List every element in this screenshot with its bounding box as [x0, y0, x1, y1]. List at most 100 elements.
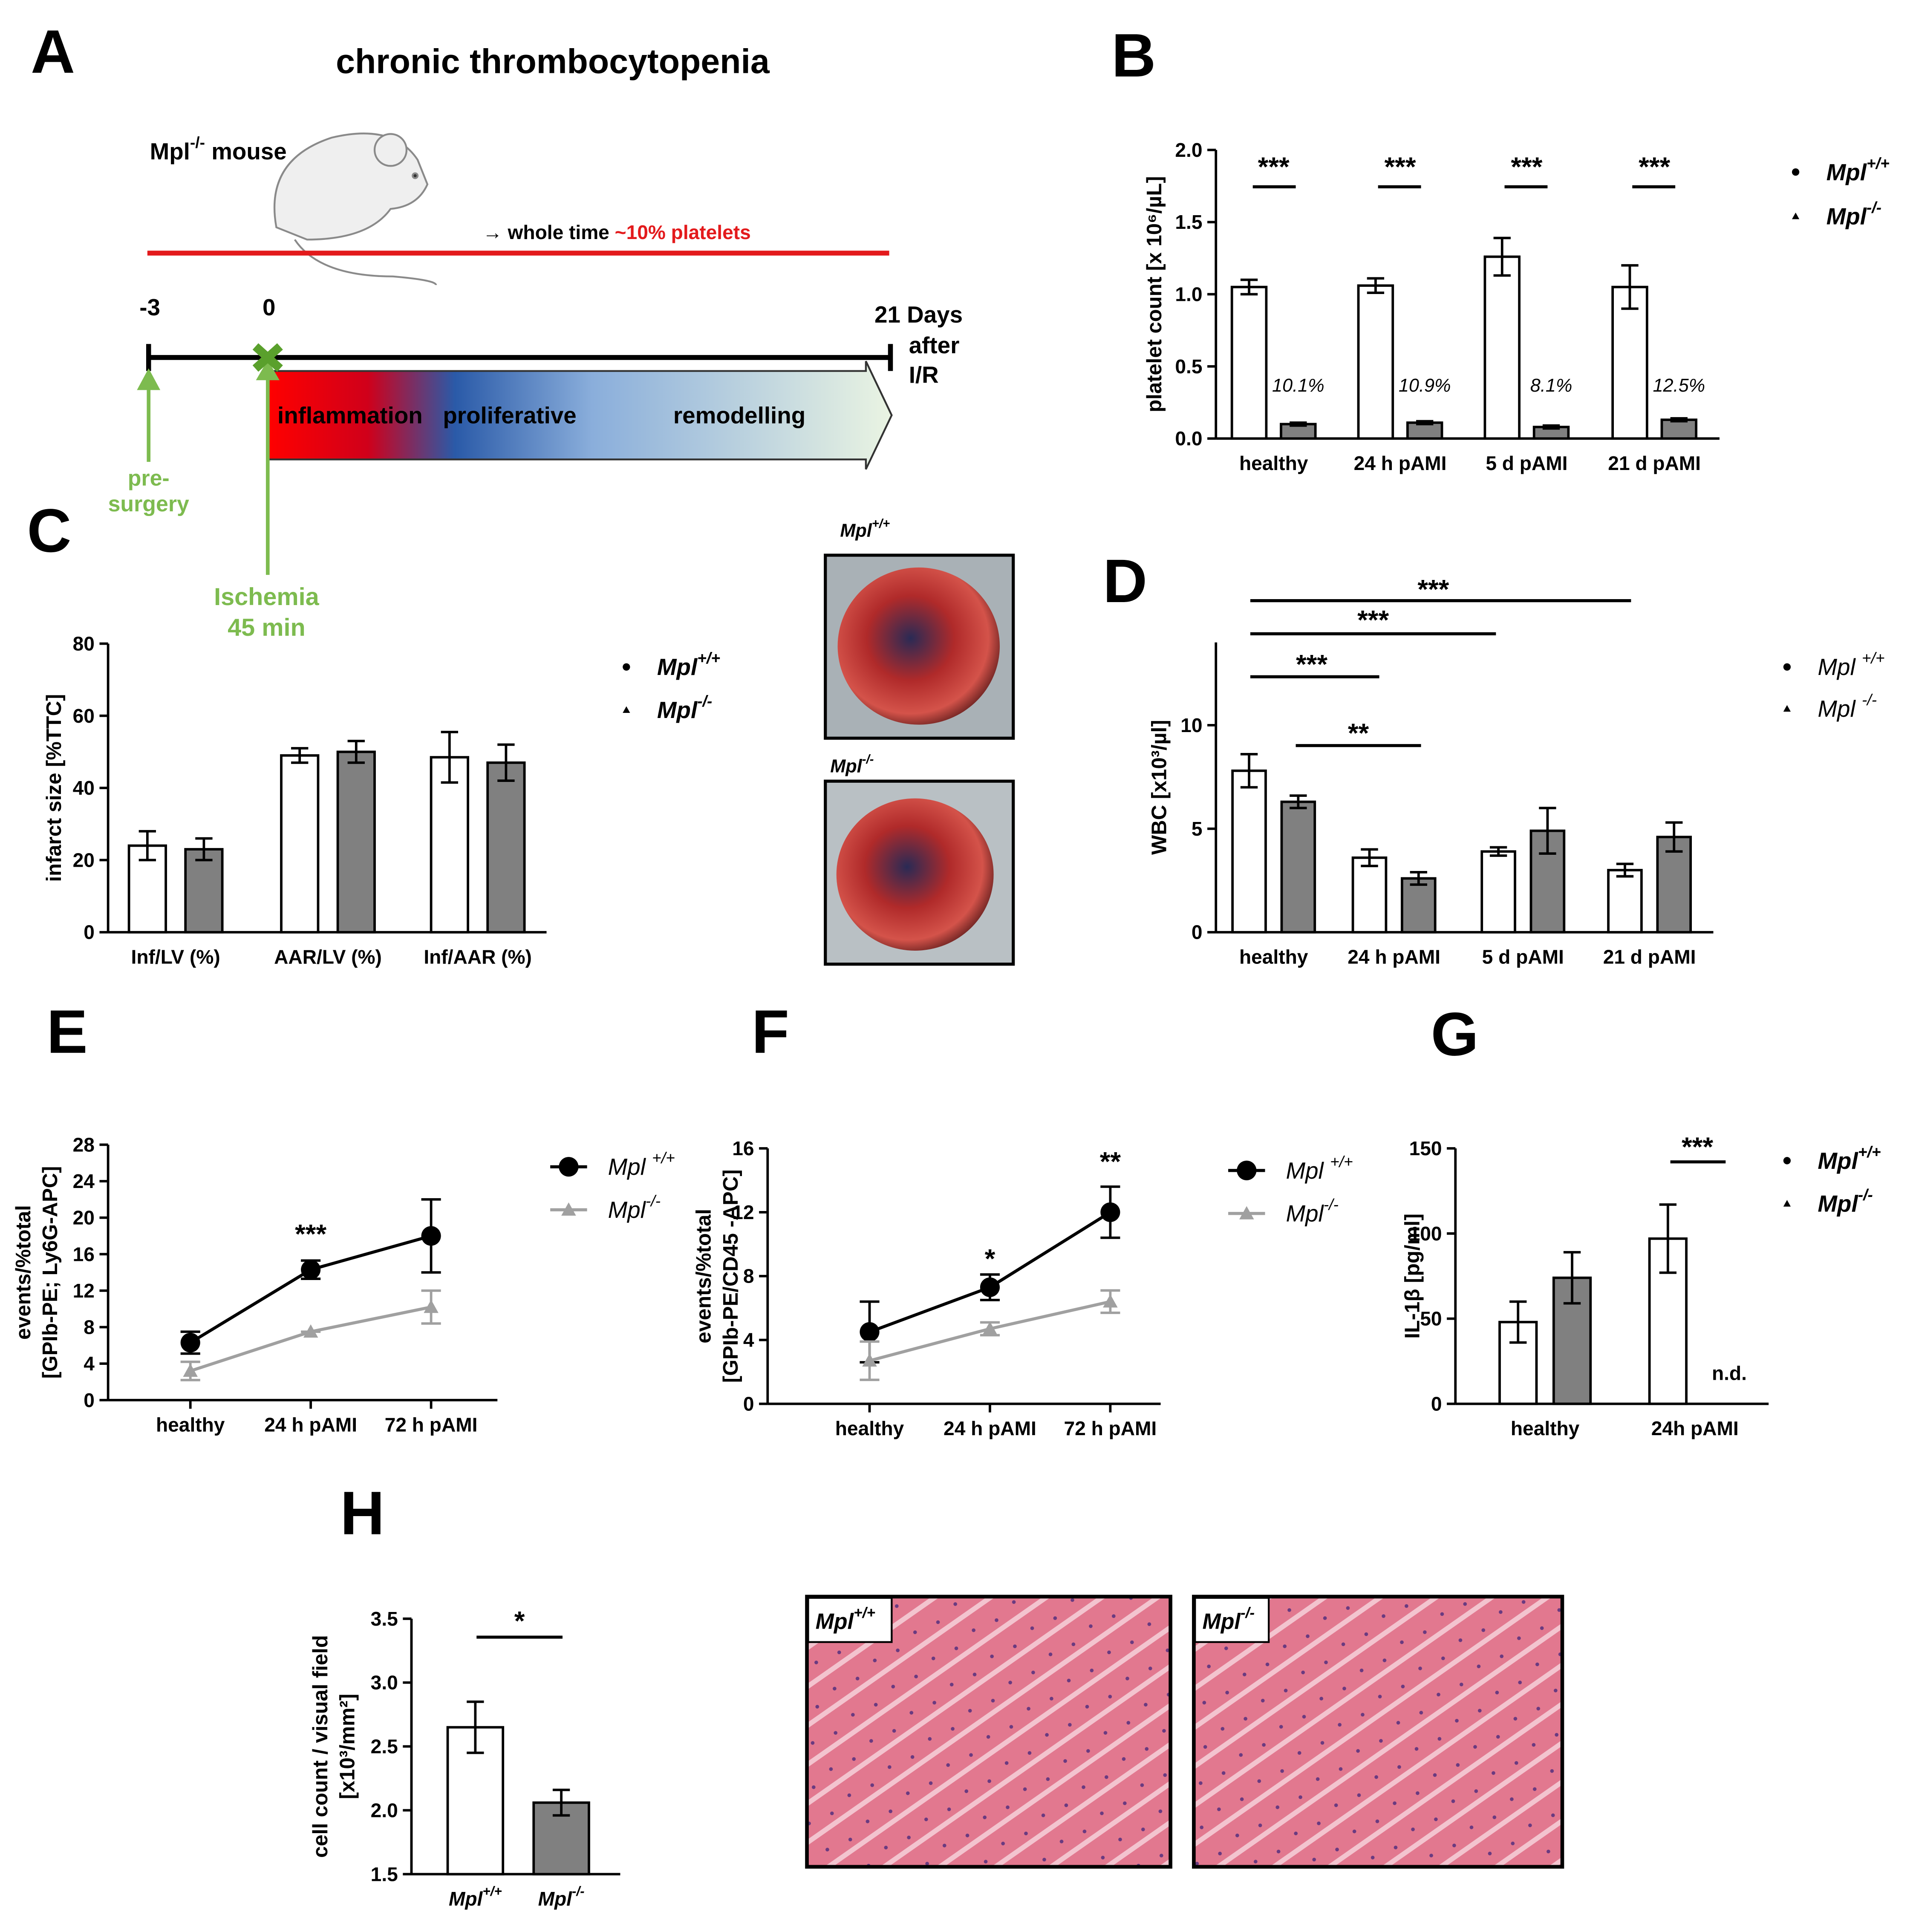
y-tick-label: 0 — [1192, 921, 1203, 943]
annotation: *** — [1357, 606, 1389, 635]
y-tick-label: 0 — [743, 1393, 754, 1415]
image-label: Mpl-/- — [830, 753, 874, 777]
annotation: *** — [1682, 1132, 1713, 1162]
y-tick-label: 150 — [1409, 1137, 1442, 1159]
marker — [1783, 1157, 1791, 1165]
ischemia-label: Ischemia — [214, 583, 320, 611]
error-bar — [1290, 421, 1307, 427]
bar — [1480, 850, 1516, 934]
marker — [1103, 1294, 1118, 1308]
y-tick-label: 1.5 — [371, 1863, 398, 1885]
pre-surgery-label: surgery — [108, 491, 189, 516]
y-tick-label: 20 — [73, 849, 95, 871]
y-tick-label: 28 — [73, 1133, 95, 1156]
surgery-arrows — [137, 360, 280, 575]
error-bar — [1665, 821, 1683, 853]
error-bar — [1489, 846, 1507, 857]
legend-label: Mpl-/- — [1818, 1186, 1873, 1217]
marker — [301, 1260, 321, 1280]
legend-label: Mpl+/+ — [657, 649, 720, 680]
legend-label: Mpl-/- — [1286, 1196, 1339, 1227]
error-bar — [1509, 1300, 1527, 1344]
y-tick-label: 100 — [1409, 1223, 1442, 1245]
panel-label: H — [340, 1479, 384, 1547]
bar — [1280, 800, 1316, 934]
legend-label: Mpl-/- — [1827, 199, 1881, 230]
annotation: ** — [1100, 1147, 1121, 1177]
y-tick-label: 24 — [73, 1170, 95, 1192]
y-tick-label: 2.0 — [371, 1799, 398, 1821]
bar — [184, 848, 224, 934]
y-axis-label: WBC [x10³/µl] — [1148, 720, 1171, 855]
error-bar — [1416, 420, 1434, 426]
bar — [1611, 285, 1648, 440]
y-axis-label: IL-1β [pg/ml] — [1401, 1214, 1424, 1339]
bar — [486, 761, 526, 934]
x-tick-label: Mpl-/- — [538, 1884, 585, 1910]
mouse-label: Mpl-/- mouse — [150, 133, 287, 164]
error-bar — [1621, 264, 1639, 310]
x-tick-label: Mpl+/+ — [449, 1884, 502, 1910]
y-tick-label: 80 — [73, 632, 95, 655]
legend-label: Mpl +/+ — [608, 1149, 675, 1180]
panel-label: D — [1103, 547, 1147, 615]
legend-label: Mpl +/+ — [1818, 649, 1884, 680]
y-tick-label: 1.5 — [1175, 211, 1202, 233]
y-tick-label: 2.0 — [1175, 139, 1202, 161]
x-tick-label: 21 d pAMI — [1603, 946, 1696, 968]
image-label-box — [1194, 1597, 1270, 1643]
error-bar — [1563, 1251, 1581, 1305]
legend-label: Mpl +/+ — [1286, 1153, 1353, 1184]
phase-label: inflammation — [277, 402, 423, 428]
marker — [1783, 1200, 1791, 1207]
x-tick-label: Inf/LV (%) — [131, 946, 220, 968]
y-tick-label: 0.5 — [1175, 355, 1202, 378]
heart-image — [824, 779, 1015, 966]
marker — [559, 1157, 579, 1177]
heart-image — [824, 554, 1015, 740]
panel-label: B — [1111, 21, 1156, 89]
image-label: Mpl+/+ — [816, 1605, 875, 1634]
marker — [183, 1364, 198, 1377]
timeline-note: → whole time ~10% platelets — [483, 221, 751, 243]
bar — [1351, 856, 1388, 934]
x-tick-label: Inf/AAR (%) — [424, 946, 532, 968]
error-bar — [139, 830, 156, 862]
annotation: *** — [1385, 152, 1416, 182]
bar-label: 10.1% — [1272, 375, 1324, 396]
end-label: after — [909, 332, 960, 358]
note: → whole time — [483, 221, 609, 243]
pre-surgery-label: pre- — [128, 465, 170, 490]
y-tick-label: 0 — [1431, 1393, 1442, 1415]
annotation: *** — [1296, 649, 1327, 679]
panel-label: G — [1431, 1000, 1479, 1068]
bar — [446, 1726, 505, 1876]
error-bar — [291, 747, 309, 764]
y-tick-label: 16 — [73, 1243, 95, 1265]
bar — [1231, 769, 1267, 934]
marker — [1239, 1206, 1254, 1220]
x-tick-label: healthy — [156, 1413, 225, 1436]
error-bar — [497, 743, 515, 782]
x-tick-label: 24 h pAMI — [1348, 946, 1440, 968]
end-label: I/R — [909, 361, 939, 388]
y-tick-label: 8 — [743, 1265, 754, 1287]
error-bar — [1542, 424, 1560, 430]
annotation: n.d. — [1712, 1362, 1747, 1384]
x-tick-label: 72 h pAMI — [1064, 1417, 1157, 1439]
y-tick-label: 4 — [743, 1329, 754, 1351]
panel-label: F — [752, 998, 789, 1066]
note-highlight: ~10% platelets — [615, 221, 751, 243]
marker — [421, 1226, 441, 1246]
y-tick-label: 5 — [1192, 818, 1203, 840]
marker — [1783, 663, 1791, 671]
error-bar — [195, 837, 213, 862]
image-label: Mpl-/- — [1203, 1605, 1255, 1634]
error-bar — [1410, 871, 1427, 886]
y-axis-label: cell count / visual field — [309, 1635, 332, 1858]
marker — [303, 1324, 318, 1338]
legend-label: Mpl -/- — [1818, 691, 1877, 722]
panel-label: C — [27, 496, 71, 565]
y-tick-label: 12 — [73, 1280, 95, 1302]
